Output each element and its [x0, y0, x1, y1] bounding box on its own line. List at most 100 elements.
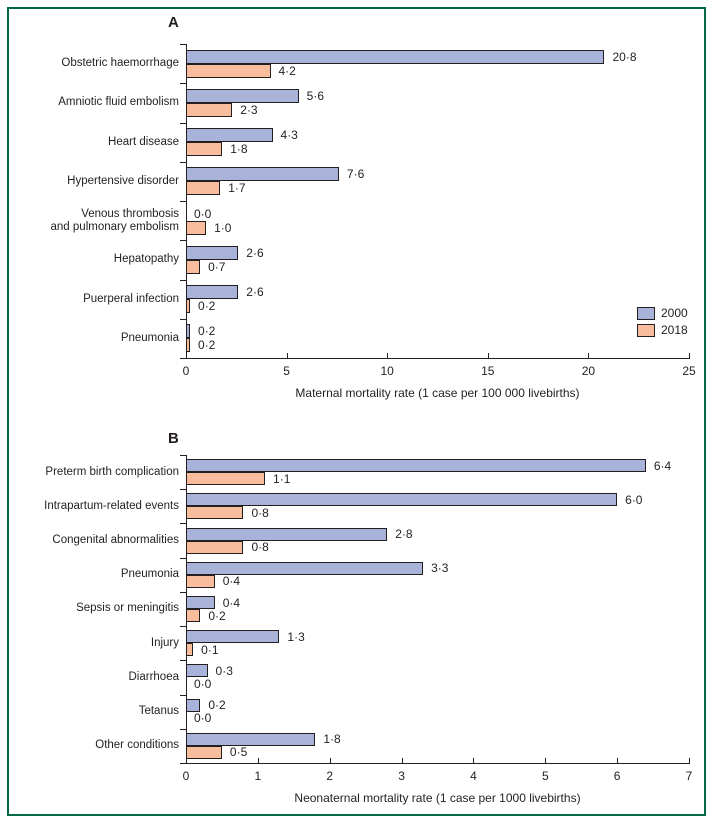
legend-item-2018: 2018 — [637, 323, 688, 337]
x-tick-label: 2 — [326, 769, 334, 783]
category-label-text: Hepatopathy — [113, 253, 179, 266]
category-label: Preterm birth complication — [8, 455, 179, 489]
x-axis-tick — [401, 758, 403, 763]
bar-2018 — [186, 745, 222, 759]
value-label: 0·3 — [215, 663, 233, 678]
x-axis-tick — [588, 353, 590, 358]
x-axis-tick — [387, 353, 389, 358]
category-label: Tetanus — [8, 695, 179, 729]
bar-2018 — [186, 63, 271, 78]
value-label: 0·8 — [251, 505, 269, 520]
panel-b-axis-title: Neonaternal mortality rate (1 case per 1… — [294, 791, 581, 805]
value-label: 0·8 — [251, 540, 269, 555]
x-axis-tick — [487, 353, 489, 358]
value-label: 1·8 — [323, 732, 341, 747]
value-label: 0·2 — [198, 299, 216, 314]
value-label: 1·0 — [214, 220, 232, 235]
y-axis-tick — [180, 455, 186, 456]
legend-swatch-2018 — [637, 323, 655, 337]
value-label: 1·3 — [287, 629, 305, 644]
x-tick-label: 3 — [398, 769, 405, 783]
value-label: 0·2 — [208, 608, 226, 623]
legend-item-2000: 2000 — [637, 306, 688, 320]
panel-b-letter: B — [168, 430, 179, 447]
value-label: 5·6 — [306, 88, 325, 103]
bar-2018 — [186, 142, 223, 157]
value-label: 0·2 — [198, 324, 216, 339]
value-label: 3·3 — [431, 561, 449, 576]
x-axis-tick — [257, 758, 259, 763]
value-label: 4·2 — [278, 63, 296, 78]
y-axis-tick — [180, 201, 186, 202]
x-tick-label: 25 — [682, 364, 696, 378]
category-label: Amniotic fluid embolism — [8, 83, 179, 122]
value-label: 1·1 — [273, 471, 291, 486]
category-label-text: Other conditions — [95, 739, 179, 752]
value-label: 0·4 — [222, 574, 241, 589]
category-label: Injury — [8, 626, 179, 660]
bar-2018 — [186, 540, 244, 554]
y-axis-tick — [180, 660, 186, 662]
category-label-text: Intrapartum-related events — [44, 499, 179, 512]
bar-2000 — [186, 88, 299, 103]
legend-label-2018: 2018 — [661, 323, 688, 337]
y-axis-tick — [180, 358, 186, 359]
bar-2000 — [186, 459, 646, 473]
category-label-text: Obstetric haemorrhage — [61, 57, 179, 70]
value-label: 0·1 — [201, 642, 219, 657]
bar-2018 — [186, 338, 191, 353]
bar-2000 — [186, 664, 208, 678]
bar-2000 — [186, 245, 239, 260]
value-label: 0·2 — [208, 698, 226, 713]
bar-2018 — [186, 643, 194, 657]
bar-2018 — [186, 299, 191, 314]
category-label-text: Preterm birth complication — [45, 465, 179, 478]
category-label: Hepatopathy — [8, 240, 179, 279]
bar-2000 — [186, 698, 201, 712]
value-label: 4·3 — [280, 128, 298, 143]
panel-a: A Maternal mortality rate (1 case per 10… — [8, 14, 696, 400]
y-axis-tick — [180, 489, 186, 491]
category-label-text: Hypertensive disorder — [67, 174, 179, 187]
panel-a-letter: A — [168, 14, 179, 31]
bar-2018 — [186, 574, 215, 588]
x-tick-label: 0 — [182, 769, 190, 783]
panel-a-axis-title: Maternal mortality rate (1 case per 100 … — [295, 386, 580, 400]
x-tick-label: 5 — [283, 364, 290, 378]
value-label: 0·0 — [194, 711, 212, 726]
category-label: Diarrhoea — [8, 660, 180, 694]
category-label-text: Sepsis or meningitis — [76, 602, 179, 615]
category-label: Intrapartum-related events — [8, 489, 179, 523]
category-label-text: Tetanus — [138, 705, 179, 718]
bar-2000 — [186, 128, 273, 143]
y-axis — [186, 44, 187, 358]
bar-2018 — [186, 609, 201, 622]
value-label: 2·8 — [395, 527, 413, 542]
value-label: 2·3 — [240, 102, 258, 117]
x-tick-label: 5 — [541, 769, 549, 783]
value-label: 0·2 — [198, 338, 216, 353]
value-label: 1·7 — [228, 181, 246, 196]
x-tick-label: 1 — [254, 769, 262, 783]
category-label-text: Pneumonia — [120, 568, 179, 581]
x-axis-tick — [545, 758, 547, 763]
category-label-text: Puerperal infection — [83, 292, 179, 305]
category-label-text: Venous thrombosis and pulmonary embolism — [50, 207, 179, 233]
y-axis-tick — [180, 122, 186, 124]
x-axis-tick — [689, 353, 690, 358]
bar-2000 — [186, 527, 388, 541]
category-label: Heart disease — [8, 123, 179, 162]
category-label: Other conditions — [8, 729, 179, 763]
value-label: 0·4 — [222, 595, 241, 610]
x-tick-label: 7 — [685, 769, 693, 783]
x-axis-tick — [329, 758, 331, 763]
y-axis-tick — [180, 557, 186, 559]
bar-2000 — [186, 732, 316, 746]
legend: 2000 2018 — [637, 306, 688, 337]
y-axis-tick — [180, 626, 186, 628]
category-label-text: Congenital abnormalities — [52, 534, 179, 547]
bar-2018 — [186, 259, 201, 274]
y-axis-tick — [180, 240, 186, 242]
x-axis — [186, 763, 690, 764]
bar-2018 — [186, 506, 244, 520]
